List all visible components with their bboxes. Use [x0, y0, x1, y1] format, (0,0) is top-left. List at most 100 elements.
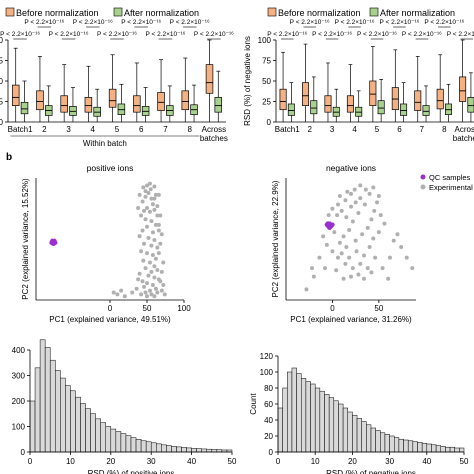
hist-bar [310, 383, 316, 453]
legend-before-label: Before normalization [16, 8, 99, 18]
y-tick-label: 50 [0, 77, 4, 86]
point-experimental [155, 204, 160, 209]
point-experimental [335, 213, 340, 218]
point-experimental [369, 217, 374, 222]
point-experimental [152, 207, 157, 212]
y-tick-label: 25 [262, 98, 271, 107]
hist-bar [125, 435, 132, 453]
box-rect [346, 95, 354, 113]
hist-bar [176, 446, 182, 453]
hist-bar [380, 432, 386, 453]
hist-bar [347, 411, 353, 453]
legend-qc-marker [420, 174, 426, 180]
hist-bar [328, 397, 335, 453]
pvalue-label: P < 2.2×10⁻¹⁶ [97, 31, 137, 38]
point-experimental [349, 274, 353, 279]
point-experimental [115, 292, 120, 297]
point-experimental [158, 213, 163, 218]
y-axis-label: Count [249, 393, 258, 415]
hist-bar [196, 448, 202, 453]
hist-bar [314, 387, 321, 453]
point-experimental [139, 249, 144, 254]
point-experimental [339, 251, 344, 256]
hist-bar [161, 444, 167, 453]
point-experimental [324, 242, 329, 247]
point-experimental [148, 187, 153, 192]
point-experimental [356, 211, 361, 216]
y-tick-label: 0 [267, 118, 272, 127]
hist-bar [384, 434, 390, 453]
box-rect [11, 84, 20, 106]
legend-after-label-2: After normalization [380, 8, 455, 18]
point-experimental [152, 196, 157, 201]
point-experimental [339, 208, 344, 213]
x-tick-label: 10 [66, 457, 75, 466]
point-experimental [360, 232, 365, 237]
hist-bar [44, 347, 51, 453]
y-tick-label: 80 [264, 384, 273, 393]
point-qc [330, 222, 335, 227]
point-experimental [386, 276, 391, 281]
y-axis-label: PC2 (explained variance, 22.9%) [271, 180, 280, 297]
hist-bar [65, 385, 71, 453]
point-experimental [145, 251, 149, 256]
x-tick-label: 20 [106, 457, 115, 466]
x-tick-label: 7 [420, 125, 425, 134]
y-tick-label: 200 [12, 397, 26, 406]
box-rect [60, 95, 68, 113]
pvalue-label: P < 2.2×10⁻¹⁶ [170, 19, 210, 26]
x-tick-label: 8 [187, 125, 192, 134]
point-experimental [137, 192, 142, 197]
point-experimental [143, 217, 148, 222]
point-experimental [350, 219, 355, 224]
point-experimental [122, 294, 127, 299]
hist-bar [150, 442, 157, 453]
hist-bar [201, 448, 207, 453]
hist-bar [206, 448, 213, 453]
x-tick-label: 0 [108, 304, 113, 313]
legend-before-swatch-2 [267, 7, 277, 17]
hist-bar [100, 422, 106, 453]
point-experimental [150, 202, 155, 207]
x-tick-label: 3 [66, 125, 71, 134]
pvalue-label: P < 2.2×10⁻¹⁶ [379, 19, 419, 26]
y-tick-label: 120 [260, 352, 274, 361]
hist-bar [55, 370, 61, 453]
point-experimental [147, 181, 152, 186]
hist-bar [171, 446, 177, 453]
hist-bar [352, 414, 358, 453]
point-experimental [149, 196, 154, 201]
hist-bar [361, 421, 367, 453]
box-rect [108, 88, 117, 108]
point-experimental [317, 255, 322, 260]
hist-bar [417, 442, 423, 453]
pvalue-label: P < 2.2×10⁻¹⁶ [73, 19, 113, 26]
y-tick-label: 100 [258, 36, 272, 45]
hist-bar [333, 400, 339, 453]
point-experimental [388, 255, 392, 260]
hist-bar [140, 440, 147, 453]
point-experimental [139, 292, 144, 297]
point-experimental [153, 286, 158, 291]
y-tick-label: 100 [12, 423, 26, 432]
x-tick-label: 50 [374, 304, 383, 313]
x-axis-label: RSD (%) of positive ions [88, 469, 175, 474]
y-tick-label: 300 [12, 372, 26, 381]
x-tick-label: batches [200, 134, 228, 143]
point-experimental [343, 198, 348, 203]
legend-after-label: After normalization [124, 8, 199, 18]
hist-bar [356, 418, 362, 453]
hist-bar [156, 443, 162, 453]
box-rect [205, 64, 214, 94]
point-experimental [137, 234, 142, 239]
hist-bar [186, 447, 192, 453]
point-qc [325, 221, 330, 226]
point-experimental [353, 238, 358, 243]
point-experimental [336, 202, 340, 207]
point-experimental [150, 282, 155, 287]
y-tick-label: 0 [269, 448, 274, 457]
pvalue-label: P < 2.2×10⁻¹⁶ [357, 31, 397, 38]
y-tick-label: 20 [264, 432, 273, 441]
point-experimental [330, 249, 335, 254]
y-tick-label: 0 [21, 448, 26, 457]
